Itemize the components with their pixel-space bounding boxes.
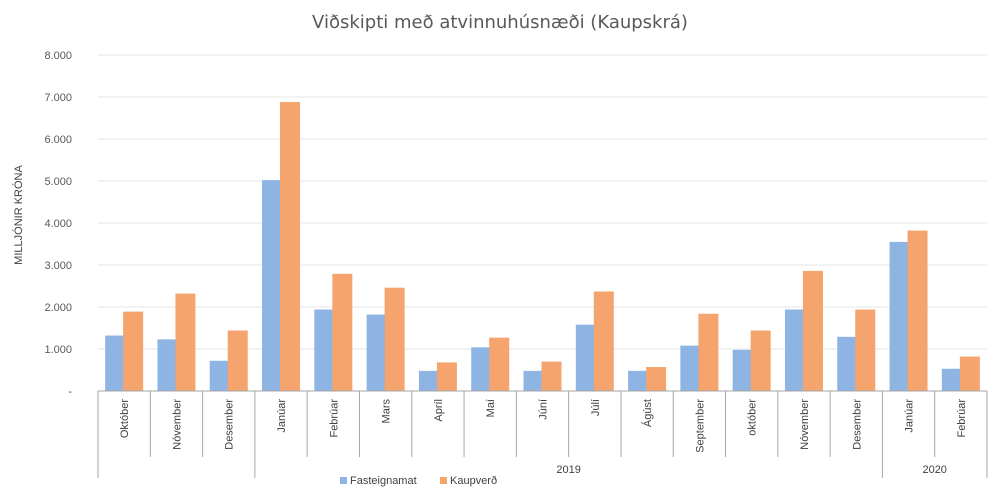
x-tick-label: Febrúar [956,399,968,438]
x-tick-label: Desember [224,399,236,450]
y-tick-label: 3.000 [44,260,72,272]
bar-fasteignamat [209,360,230,391]
x-tick-label: Febrúar [328,399,340,438]
bar-fasteignamat [262,180,283,391]
x-tick-label: Apríl [433,399,445,422]
y-tick-label: 8.000 [44,50,72,62]
y-tick-label: 2.000 [44,302,72,314]
x-tick-label: Maí [485,399,497,417]
legend-entry: Fasteignamat [350,475,417,487]
chart-title: Viðskipti með atvinnuhúsnæði (Kaupskrá) [312,12,688,33]
y-tick-label: - [68,386,72,398]
bar-fasteignamat [941,368,962,391]
x-tick-label: október [747,399,759,436]
bar-fasteignamat [575,324,596,391]
group-label: 2019 [556,464,580,476]
bar-fasteignamat [366,314,387,391]
bar-kaupver- [175,293,196,391]
x-tick-label: Nóvember [171,399,183,450]
bar-fasteignamat [523,370,544,391]
y-tick-label: 7.000 [44,92,72,104]
bar-fasteignamat [628,370,649,391]
x-tick-label: Janúar [904,399,916,433]
x-tick-label: Janúar [276,399,288,433]
x-tick-label: Nóvember [799,399,811,450]
x-tick-label: Desember [851,399,863,450]
x-tick-label: Október [119,399,131,438]
y-axis-label: MILLJÓNIR KRÓNA [12,165,25,265]
bar-fasteignamat [680,345,701,391]
x-tick-label: Júlí [590,399,602,416]
legend: Fasteignamat Kaupverð [340,475,497,487]
bar-fasteignamat [784,309,805,391]
x-tick-label: Júní [538,399,550,420]
bar-fasteignamat [157,339,178,391]
group-label: 2020 [922,464,946,476]
x-tick-label: Ágúst [641,399,654,427]
bar-fasteignamat [105,335,126,391]
bar-fasteignamat [732,349,753,391]
bars [105,102,980,391]
bar-kaupver- [698,313,719,391]
bar-kaupver- [280,102,301,391]
bar-kaupver- [750,330,771,391]
bar-kaupver- [384,287,405,391]
bar-kaupver- [802,270,823,391]
x-tick-label: September [694,399,706,453]
legend-swatch [340,477,347,484]
bar-fasteignamat [889,241,910,391]
y-tick-label: 6.000 [44,134,72,146]
bar-kaupver- [541,361,562,391]
bar-kaupver- [332,273,353,391]
bar-kaupver- [123,311,144,391]
y-tick-label: 4.000 [44,218,72,230]
x-axis: Október Nóvember Desember Janúar Febrúar Mars… [97,390,988,478]
legend-entry: Kaupverð [450,475,497,487]
bar-fasteignamat [471,347,492,391]
bar-kaupver- [646,367,667,391]
y-tick-label: 1.000 [44,344,72,356]
bar-kaupver- [907,230,928,391]
legend-swatch [440,477,447,484]
bar-kaupver- [959,356,980,391]
x-tick-label: Mars [381,399,393,424]
bar-kaupver- [593,291,614,391]
y-tick-label: 5.000 [44,176,72,188]
bar-kaupver- [436,362,457,391]
bar-fasteignamat [418,370,439,391]
bar-kaupver- [227,330,248,391]
bar-kaupver- [489,337,510,391]
bar-fasteignamat [314,309,335,391]
bar-kaupver- [855,309,876,391]
bar-fasteignamat [837,336,858,391]
grid-lines: - 1.000 2.000 3.000 4.000 5.000 6.000 7.000 8.00… [44,50,987,398]
